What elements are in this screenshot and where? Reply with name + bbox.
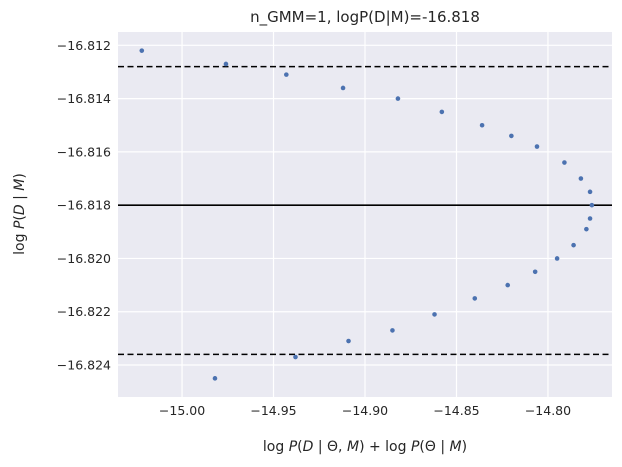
data-point [587,216,593,221]
x-tick-label: −15.00 [159,403,205,418]
y-tick-label: −16.814 [57,91,111,106]
data-point [509,133,514,139]
data-point [139,48,145,53]
data-point [390,328,395,333]
data-point [223,61,229,67]
y-axis-label: log P(D | M) [12,173,28,255]
data-points [139,48,595,381]
data-point [212,376,218,381]
y-tick-label: −16.824 [57,358,111,373]
x-tick-label: −14.95 [250,403,296,418]
data-point [395,96,401,101]
data-point [584,226,589,232]
data-point [284,72,289,77]
y-tick-label: −16.820 [57,251,111,266]
data-point [340,85,346,91]
data-point [479,122,485,128]
data-point [532,269,538,275]
data-point [293,354,298,360]
y-tick-label: −16.816 [57,144,111,159]
x-tick-label: −14.80 [525,403,571,418]
data-point [571,242,576,248]
data-point [589,202,595,208]
data-point [587,189,593,195]
x-tick-label: −14.90 [342,403,388,418]
data-point [578,176,584,181]
y-tick-labels: −16.812 −16.814 −16.816 −16.818 −16.820 −16.8… [57,38,111,373]
reference-lines [118,65,612,356]
data-point [505,282,511,288]
x-tick-labels: −15.00 −14.95 −14.90 −14.85 −14.80 [159,403,571,418]
y-tick-label: −16.818 [57,198,111,213]
data-point [439,109,445,115]
y-tick-label: −16.822 [57,304,111,319]
x-axis-label: log P(D | Θ, M) + log P(Θ | M) [263,439,467,455]
x-tick-label: −14.85 [433,403,479,418]
data-point [346,338,351,344]
y-tick-label: −16.812 [57,38,111,53]
data-point [472,296,478,301]
chart-title: n_GMM=1, logP(D|M)=-16.818 [250,8,480,27]
data-point [534,144,540,149]
data-point [432,312,437,317]
data-point [562,160,567,165]
data-point [554,256,560,261]
